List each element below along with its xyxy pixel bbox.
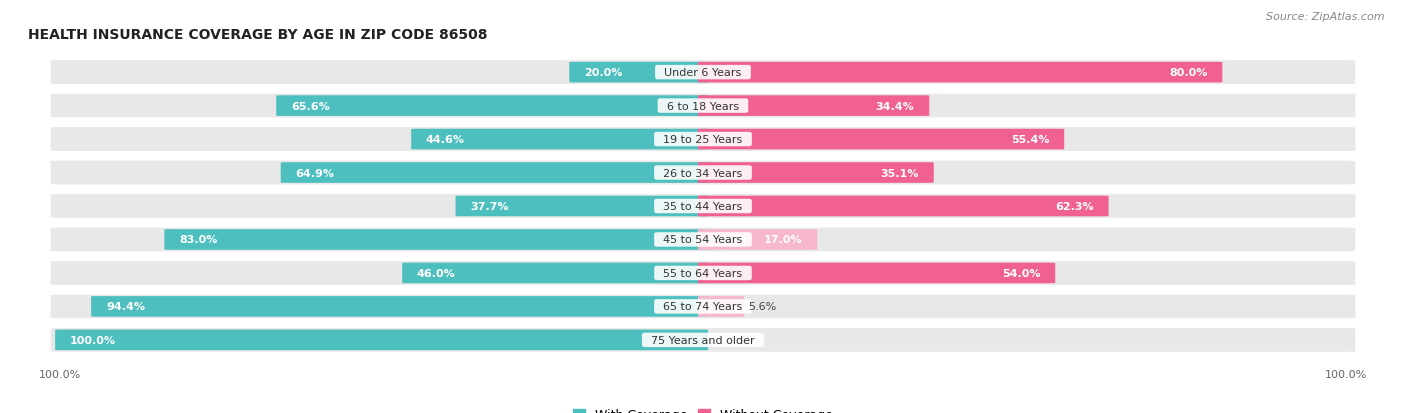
Text: 65 to 74 Years: 65 to 74 Years [657,301,749,312]
FancyBboxPatch shape [51,328,1355,352]
Text: 35 to 44 Years: 35 to 44 Years [657,202,749,211]
FancyBboxPatch shape [165,230,709,250]
Text: 37.7%: 37.7% [471,202,509,211]
Text: Under 6 Years: Under 6 Years [658,68,748,78]
FancyBboxPatch shape [51,95,1355,118]
Text: 34.4%: 34.4% [876,101,914,112]
FancyBboxPatch shape [697,230,817,250]
Text: 83.0%: 83.0% [179,235,218,245]
FancyBboxPatch shape [51,61,1355,85]
Text: 45 to 54 Years: 45 to 54 Years [657,235,749,245]
FancyBboxPatch shape [51,195,1355,218]
FancyBboxPatch shape [697,96,929,116]
FancyBboxPatch shape [51,295,1355,318]
Text: 5.6%: 5.6% [748,301,778,312]
Text: 100.0%: 100.0% [70,335,115,345]
FancyBboxPatch shape [411,129,709,150]
Text: 6 to 18 Years: 6 to 18 Years [659,101,747,112]
Legend: With Coverage, Without Coverage: With Coverage, Without Coverage [568,404,838,413]
Text: 75 Years and older: 75 Years and older [644,335,762,345]
Text: 20.0%: 20.0% [583,68,623,78]
Text: 35.1%: 35.1% [880,168,920,178]
FancyBboxPatch shape [569,63,709,83]
FancyBboxPatch shape [456,196,709,217]
FancyBboxPatch shape [697,263,1056,284]
Text: 26 to 34 Years: 26 to 34 Years [657,168,749,178]
FancyBboxPatch shape [402,263,709,284]
Text: 55 to 64 Years: 55 to 64 Years [657,268,749,278]
FancyBboxPatch shape [697,196,1108,217]
FancyBboxPatch shape [697,297,744,317]
FancyBboxPatch shape [697,163,934,183]
FancyBboxPatch shape [281,163,709,183]
FancyBboxPatch shape [51,128,1355,152]
Text: 64.9%: 64.9% [295,168,335,178]
Text: 80.0%: 80.0% [1170,68,1208,78]
Text: 65.6%: 65.6% [291,101,330,112]
FancyBboxPatch shape [51,228,1355,252]
FancyBboxPatch shape [55,330,709,350]
Text: 54.0%: 54.0% [1002,268,1040,278]
Text: Source: ZipAtlas.com: Source: ZipAtlas.com [1267,12,1385,22]
Text: HEALTH INSURANCE COVERAGE BY AGE IN ZIP CODE 86508: HEALTH INSURANCE COVERAGE BY AGE IN ZIP … [28,28,488,41]
Text: 94.4%: 94.4% [105,301,145,312]
Text: 46.0%: 46.0% [418,268,456,278]
Text: 19 to 25 Years: 19 to 25 Years [657,135,749,145]
Text: 17.0%: 17.0% [763,235,803,245]
FancyBboxPatch shape [51,261,1355,285]
Text: 44.6%: 44.6% [426,135,465,145]
Text: 55.4%: 55.4% [1011,135,1049,145]
FancyBboxPatch shape [697,63,1222,83]
FancyBboxPatch shape [91,297,709,317]
Text: 62.3%: 62.3% [1054,202,1094,211]
FancyBboxPatch shape [697,129,1064,150]
FancyBboxPatch shape [276,96,709,116]
FancyBboxPatch shape [51,161,1355,185]
